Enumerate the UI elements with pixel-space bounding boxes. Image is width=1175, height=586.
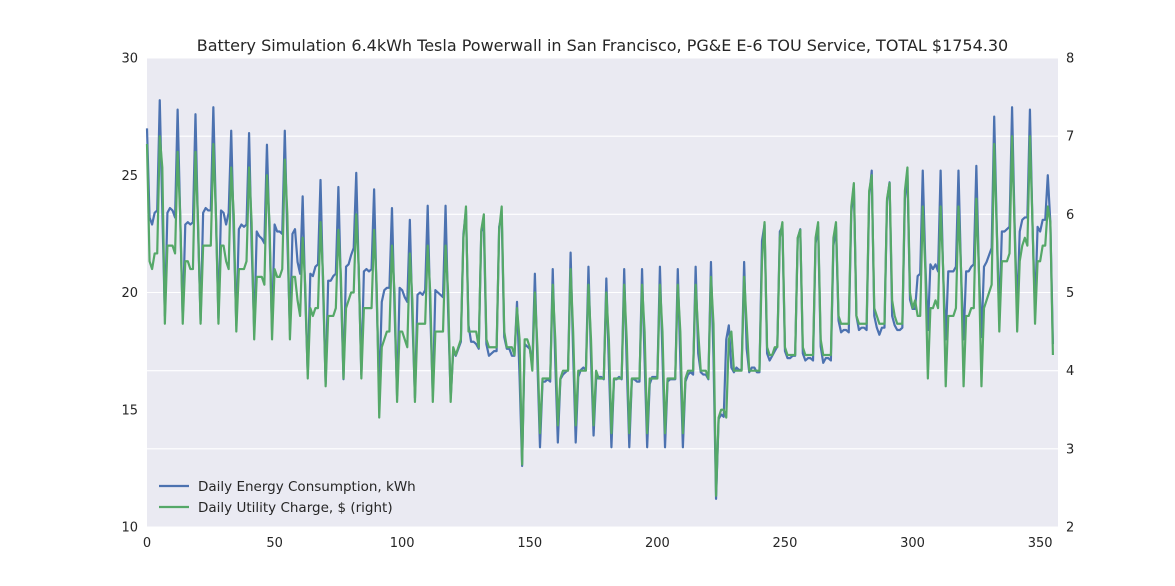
x-tick-label: 150 <box>517 536 542 551</box>
y-tick-label-right: 4 <box>1066 364 1074 379</box>
series-layer <box>145 99 1054 500</box>
y-tick-label-right: 6 <box>1066 208 1074 223</box>
y-axis-left: 10 15 20 25 30 <box>121 52 138 536</box>
y-tick-label-right: 2 <box>1066 521 1074 536</box>
y-tick-label-right: 5 <box>1066 286 1074 301</box>
y-axis-right: 2 3 4 5 6 7 8 <box>1066 52 1074 536</box>
x-tick-label: 50 <box>266 536 283 551</box>
y-tick-label-right: 3 <box>1066 442 1074 457</box>
x-tick-label: 300 <box>900 536 925 551</box>
x-tick-label: 0 <box>143 536 151 551</box>
y-tick-label-left: 15 <box>121 403 138 418</box>
legend-label: Daily Energy Consumption, kWh <box>198 479 416 495</box>
legend-label: Daily Utility Charge, $ (right) <box>198 500 393 516</box>
y-tick-label-left: 20 <box>121 286 138 301</box>
chart-title: Battery Simulation 6.4kWh Tesla Powerwal… <box>197 36 1008 55</box>
x-tick-label: 250 <box>773 536 798 551</box>
y-tick-label-right: 8 <box>1066 52 1074 67</box>
series-line-energy-consumption <box>145 99 1054 500</box>
grid <box>147 57 1058 528</box>
y-tick-label-right: 7 <box>1066 130 1074 145</box>
series-line-utility-charge <box>145 135 1054 497</box>
y-tick-label-left: 25 <box>121 169 138 184</box>
legend: Daily Energy Consumption, kWh Daily Utili… <box>159 479 416 516</box>
y-tick-label-left: 10 <box>121 521 138 536</box>
y-tick-label-left: 30 <box>121 52 138 67</box>
x-tick-label: 100 <box>390 536 415 551</box>
x-tick-label: 200 <box>645 536 670 551</box>
x-tick-label: 350 <box>1028 536 1053 551</box>
x-axis: 0 50 100 150 200 250 300 350 <box>143 536 1053 551</box>
